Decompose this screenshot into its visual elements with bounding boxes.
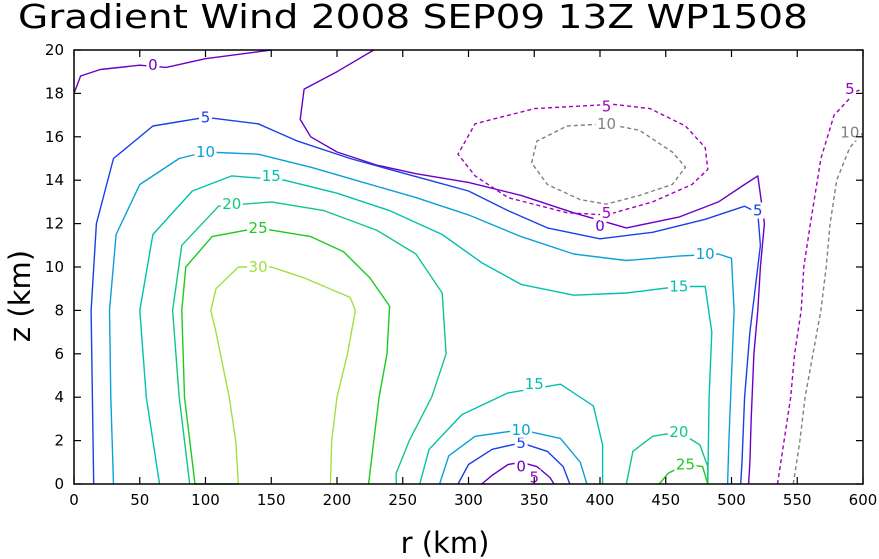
contour-label: 25 <box>249 219 268 237</box>
contour-label-bg <box>595 115 618 132</box>
x-tick-label: 400 <box>586 491 615 509</box>
contour-label: 15 <box>669 278 688 296</box>
contour-label-bg <box>600 204 614 221</box>
contour-label-bg <box>247 259 270 275</box>
contour-label: 10 <box>840 123 859 141</box>
y-tick-label: 4 <box>54 388 64 406</box>
contour-line-30 <box>210 266 357 485</box>
contour-line-neg10 <box>792 132 864 485</box>
contour-line-10 <box>108 151 735 485</box>
x-axis-label: r (km) <box>401 526 490 559</box>
contour-label: 15 <box>262 167 281 185</box>
contour-label: 10 <box>512 421 531 439</box>
contour-line-0 <box>73 49 272 94</box>
contour-label-bg <box>600 98 614 115</box>
contour-label-bg <box>247 219 270 236</box>
contour-label: 5 <box>516 434 526 452</box>
y-tick-label: 20 <box>45 41 64 59</box>
contour-label-bg <box>694 245 717 262</box>
contour-layer <box>73 49 864 485</box>
x-tick-label: 0 <box>69 491 79 509</box>
chart-title: Gradient Wind 2008 SEP09 13Z WP1508 <box>18 0 808 36</box>
contour-label: 15 <box>525 375 544 393</box>
contour-line-neg5 <box>776 88 864 485</box>
contour-label: 0 <box>148 56 158 74</box>
y-tick-label: 6 <box>54 345 64 363</box>
x-tick-label: 500 <box>717 491 746 509</box>
x-tick-label: 550 <box>783 491 812 509</box>
x-tick-label: 450 <box>651 491 680 509</box>
y-tick-label: 14 <box>45 171 64 189</box>
contour-label: 5 <box>602 97 612 115</box>
y-tick-label: 16 <box>45 128 64 146</box>
contour-label-bg <box>199 109 212 126</box>
x-tick-label: 200 <box>323 491 352 509</box>
contour-line-20 <box>171 201 447 485</box>
contour-label: 0 <box>516 458 526 476</box>
y-tick-label: 18 <box>45 84 64 102</box>
contour-label-bg <box>194 143 217 160</box>
contour-label: 10 <box>696 245 715 263</box>
contour-label-bg <box>667 278 690 295</box>
x-tick-label: 250 <box>388 491 417 509</box>
contour-label: 5 <box>201 108 211 126</box>
x-tick-label: 100 <box>191 491 220 509</box>
y-tick-label: 8 <box>54 301 64 319</box>
contour-label-bg <box>843 81 857 98</box>
contour-label-bg <box>751 202 765 219</box>
x-tick-label: 600 <box>849 491 878 509</box>
y-tick-label: 0 <box>54 475 64 493</box>
contour-label-bg <box>514 434 528 451</box>
contour-line-25 <box>181 227 391 485</box>
x-tick-label: 50 <box>130 491 149 509</box>
y-tick-label: 10 <box>45 258 64 276</box>
contour-label-bg <box>146 57 160 74</box>
contour-label-bg <box>523 376 546 393</box>
contour-line-15 <box>139 175 713 485</box>
contour-label-bg <box>667 423 690 440</box>
contour-line-neg10 <box>530 123 687 205</box>
contour-line-5 <box>90 116 762 485</box>
x-tick-label: 150 <box>257 491 286 509</box>
y-axis-label: z (km) <box>3 250 37 342</box>
contour-label: 20 <box>669 423 688 441</box>
contour-label-bg <box>593 217 607 234</box>
contour-line-0 <box>299 49 766 485</box>
contour-label-bg <box>838 124 861 141</box>
contour-label-bg <box>674 456 697 473</box>
plot-frame <box>73 49 864 485</box>
contour-label-layer: 000555101010151515202025253055551010 <box>146 56 861 486</box>
contour-label: 10 <box>196 143 215 161</box>
contour-label: 30 <box>249 258 268 276</box>
y-tick-label: 12 <box>45 215 64 233</box>
contour-label-bg <box>510 421 533 438</box>
contour-label: 25 <box>676 455 695 473</box>
x-tick-label: 350 <box>520 491 549 509</box>
axis-ticks: 0 50 100 150 200 250 300 350 400 450 500 550 6000246… <box>45 41 877 509</box>
contour-label-bg <box>260 167 283 184</box>
contour-label: 0 <box>595 217 605 235</box>
contour-label: 5 <box>602 204 612 222</box>
contour-label: 5 <box>753 202 763 220</box>
contour-line-neg5 <box>457 103 709 216</box>
contour-label: 10 <box>597 115 616 133</box>
contour-label-bg <box>514 458 528 475</box>
contour-label-bg <box>220 196 243 213</box>
x-tick-label: 300 <box>454 491 483 509</box>
contour-label: 5 <box>845 80 855 98</box>
contour-label: 20 <box>222 195 241 213</box>
y-tick-label: 2 <box>54 432 64 450</box>
